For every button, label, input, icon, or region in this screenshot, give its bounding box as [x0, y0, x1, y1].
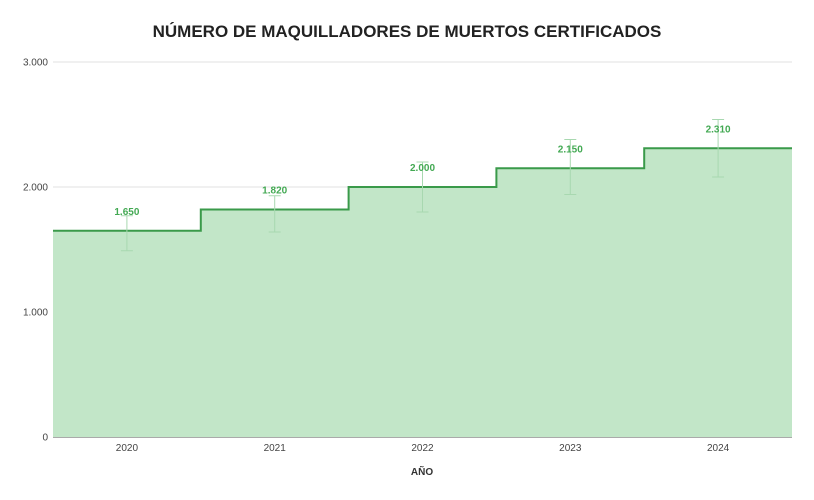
x-tick-label: 2020: [116, 443, 139, 454]
x-tick-label: 2023: [559, 443, 582, 454]
data-labels: 1.650 1.820 2.000 2.150 2.310: [114, 124, 731, 218]
error-bar: [564, 139, 577, 195]
area-fill: [53, 148, 792, 437]
x-axis-title: AÑO: [411, 465, 433, 478]
y-tick-label: 2.000: [23, 183, 48, 194]
error-bar: [712, 119, 725, 178]
data-label: 1.820: [262, 186, 287, 197]
error-bar: [268, 195, 281, 233]
chart-title: NÚMERO DE MAQUILLADORES DE MUERTOS CERTI…: [153, 22, 662, 41]
error-bar: [416, 161, 429, 213]
y-tick-label: 0: [42, 433, 48, 444]
x-axis-ticks: 2020 2021 2022 2023 2024: [116, 443, 730, 454]
x-tick-label: 2022: [411, 443, 434, 454]
x-tick-label: 2024: [707, 443, 730, 454]
data-label: 1.650: [114, 207, 139, 218]
y-tick-label: 1.000: [23, 308, 48, 319]
data-label: 2.000: [410, 163, 435, 174]
error-bar: [120, 215, 133, 252]
data-label: 2.150: [558, 144, 583, 155]
error-bars: [120, 119, 725, 252]
y-tick-label: 3.000: [23, 58, 48, 69]
data-label: 2.310: [706, 124, 731, 135]
x-tick-label: 2021: [264, 443, 287, 454]
y-axis-ticks: 0 1.000 2.000 3.000: [23, 58, 48, 444]
